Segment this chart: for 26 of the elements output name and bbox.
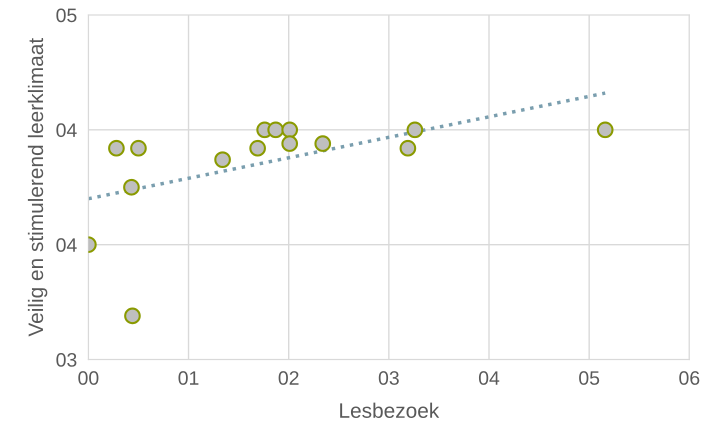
y-tick-label: 03 [56, 352, 76, 367]
point [281, 122, 298, 138]
point [249, 140, 266, 157]
x-tick-label: 03 [378, 371, 399, 385]
point [130, 140, 147, 157]
y-tick-label: 04 [56, 238, 77, 252]
x-axis-title: Lesbezoek [340, 402, 440, 418]
x-tick-label: 01 [178, 371, 198, 385]
y-tick-label: 04 [56, 123, 77, 138]
point [267, 122, 284, 138]
point [124, 308, 141, 324]
point [596, 122, 614, 138]
x-tick-label: 05 [579, 371, 600, 385]
point [281, 135, 298, 152]
x-tick-label: 06 [679, 371, 700, 385]
point [108, 140, 125, 157]
point [406, 122, 424, 138]
point [123, 178, 140, 196]
point [400, 140, 416, 157]
point [214, 151, 231, 168]
x-tick-label: 00 [78, 371, 98, 385]
x-tick-label: 02 [278, 371, 299, 385]
y-axis-title: Veilig en stimulerend leerklimaat [28, 38, 48, 337]
x-tick-label: 04 [478, 371, 500, 385]
point [314, 135, 332, 152]
y-tick-label: 05 [56, 8, 76, 22]
